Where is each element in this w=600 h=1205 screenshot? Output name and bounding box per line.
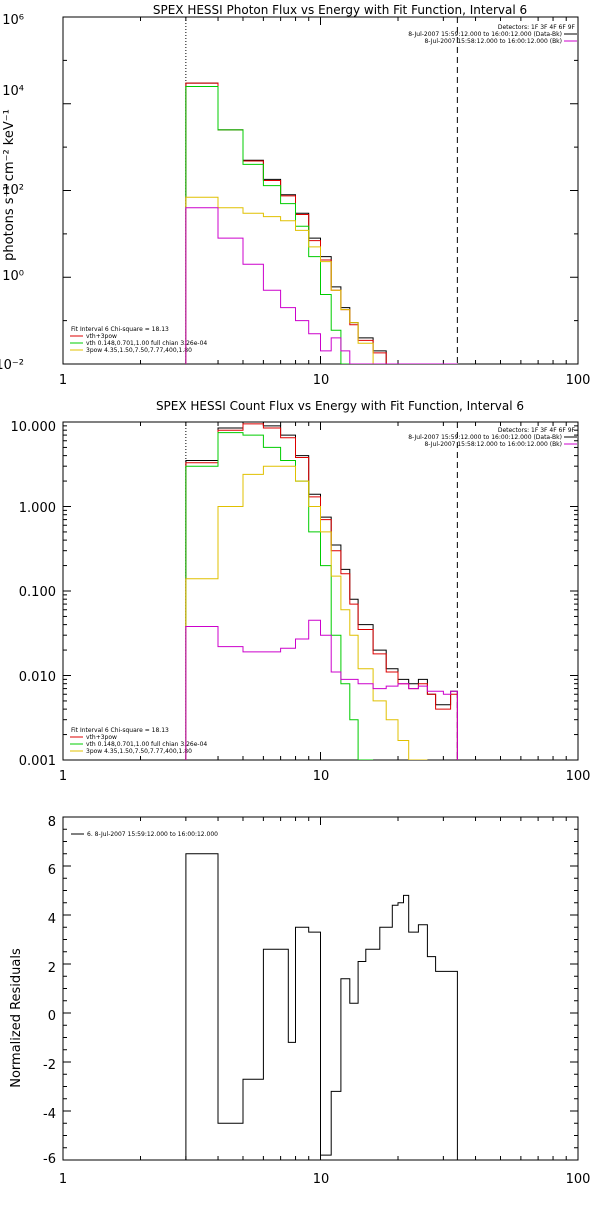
y-tick-label-0.01: 0.010	[19, 670, 56, 685]
y-tick-label-8: 8	[48, 815, 56, 830]
fit-legend-chi: Fit Interval 6 Chi-square = 18.13	[71, 727, 169, 734]
series-line-4	[185, 619, 458, 760]
y-tick-label-neg6: -6	[43, 1152, 56, 1167]
series-line-0	[185, 422, 458, 760]
legend-bk-label: 8-Jul-2007 15:58:12.000 to 16:00:12.000 …	[424, 441, 562, 448]
residuals-series	[185, 853, 458, 1160]
series-line-3	[185, 196, 436, 364]
y-tick-label-0.1: 0.100	[19, 585, 56, 600]
y-tick-label-1e2: 10²	[2, 183, 24, 198]
legend-detectors: Detectors: 1F 3F 4F 6F 9F	[498, 24, 576, 31]
y-tick-label-neg4: -4	[43, 1107, 56, 1122]
x-tick-label-10: 10	[313, 1172, 330, 1187]
x-tick-label-100: 100	[566, 1172, 591, 1187]
fit-legend-chi: Fit Interval 6 Chi-square = 18.13	[71, 326, 169, 333]
series-line-0	[185, 853, 458, 1160]
count-flux-title: SPEX HESSI Count Flux vs Energy with Fit…	[156, 399, 524, 413]
residuals-legend: 6. 8-Jul-2007 15:59:12.000 to 16:00:12.0…	[71, 831, 218, 838]
x-tick-label-10: 10	[313, 373, 330, 388]
fit-legend-vth3pow: vth+3pow	[86, 734, 117, 741]
count-flux-x-ticks	[62, 422, 579, 760]
x-tick-label-1: 1	[59, 769, 67, 784]
y-tick-label-0: 0	[48, 1009, 56, 1024]
count-flux-legend: Detectors: 1F 3F 4F 6F 9F 8-Jul-2007 15:…	[408, 427, 577, 448]
legend-data-label: 8-Jul-2007 15:59:12.000 to 16:00:12.000 …	[408, 31, 562, 38]
y-tick-label-1: 1.000	[19, 501, 56, 516]
series-line-3	[185, 465, 428, 760]
residuals-legend-label: 6. 8-Jul-2007 15:59:12.000 to 16:00:12.0…	[87, 831, 218, 838]
legend-data-label: 8-Jul-2007 15:59:12.000 to 16:00:12.000 …	[408, 434, 562, 441]
fit-legend-3pow: 3pow 4.35,1.50,7.50,7.77,400,1.80	[86, 347, 192, 354]
series-line-0	[185, 82, 458, 364]
count-flux-fit-legend: Fit Interval 6 Chi-square = 18.13 vth+3p…	[70, 727, 207, 755]
residuals-y-label: Normalized Residuals	[9, 948, 24, 1088]
x-tick-label-1: 1	[59, 373, 67, 388]
photon-flux-legend: Detectors: 1F 3F 4F 6F 9F 8-Jul-2007 15:…	[408, 24, 577, 45]
photon-flux-title: SPEX HESSI Photon Flux vs Energy with Fi…	[153, 3, 527, 17]
fit-legend-3pow: 3pow 4.35,1.50,7.50,7.77,400,1.80	[86, 748, 192, 755]
fit-legend-vth3pow: vth+3pow	[86, 333, 117, 340]
x-tick-label-100: 100	[566, 769, 591, 784]
y-tick-label-6: 6	[48, 863, 56, 878]
legend-detectors: Detectors: 1F 3F 4F 6F 9F	[498, 427, 576, 434]
y-tick-label-1e-2: 10⁻²	[0, 358, 24, 373]
series-line-1	[185, 82, 458, 364]
series-line-1	[185, 423, 458, 760]
y-tick-label-0.001: 0.001	[19, 754, 56, 769]
count-flux-series	[185, 422, 458, 760]
series-line-2	[185, 86, 374, 364]
photon-flux-panel: SPEX HESSI Photon Flux vs Energy with Fi…	[0, 3, 590, 388]
residuals-panel: Normalized Residuals 8 6 4 2 0 -2 -4 -6 …	[9, 815, 590, 1187]
residuals-y-ticks	[63, 816, 578, 1161]
y-tick-label-1e4: 10⁴	[2, 84, 24, 99]
y-tick-label-1e0: 10⁰	[2, 269, 24, 284]
residuals-x-ticks	[62, 817, 579, 1160]
y-tick-label-2: 2	[48, 961, 56, 976]
photon-flux-fit-legend: Fit Interval 6 Chi-square = 18.13 vth+3p…	[70, 326, 207, 354]
x-tick-label-100: 100	[566, 373, 591, 388]
count-flux-panel: SPEX HESSI Count Flux vs Energy with Fit…	[11, 399, 591, 784]
x-tick-label-1: 1	[59, 1172, 67, 1187]
y-tick-label-4: 4	[48, 912, 56, 927]
count-flux-plot-frame	[62, 421, 579, 761]
photon-flux-tick-labels: 10⁶ 10⁴ 10² 10⁰ 10⁻² 1 10 100	[0, 13, 590, 388]
y-tick-label-1e6: 10⁶	[2, 13, 24, 28]
photon-flux-x-ticks	[62, 17, 579, 364]
series-line-4	[185, 207, 458, 364]
photon-flux-y-label: photons s⁻¹ cm⁻² keV⁻¹	[2, 109, 17, 261]
y-tick-label-10: 10.000	[11, 420, 57, 435]
photon-flux-y-ticks	[63, 16, 578, 365]
photon-flux-plot-frame	[62, 16, 579, 365]
y-tick-label-neg2: -2	[43, 1058, 56, 1073]
legend-bk-label: 8-Jul-2007 15:58:12.000 to 16:00:12.000 …	[424, 38, 562, 45]
x-tick-label-10: 10	[313, 769, 330, 784]
fit-legend-vth: vth 0.148,0.701,1.00 full chian 3.26e-04	[86, 741, 207, 748]
photon-flux-series	[185, 82, 458, 364]
series-line-2	[185, 432, 374, 760]
count-flux-y-ticks	[63, 421, 578, 761]
fit-legend-vth: vth 0.148,0.701,1.00 full chian 3.26e-04	[86, 340, 207, 347]
residuals-tick-labels: 8 6 4 2 0 -2 -4 -6 1 10 100	[43, 815, 590, 1187]
count-flux-tick-labels: 10.000 1.000 0.100 0.010 0.001 1 10 100	[11, 420, 591, 784]
